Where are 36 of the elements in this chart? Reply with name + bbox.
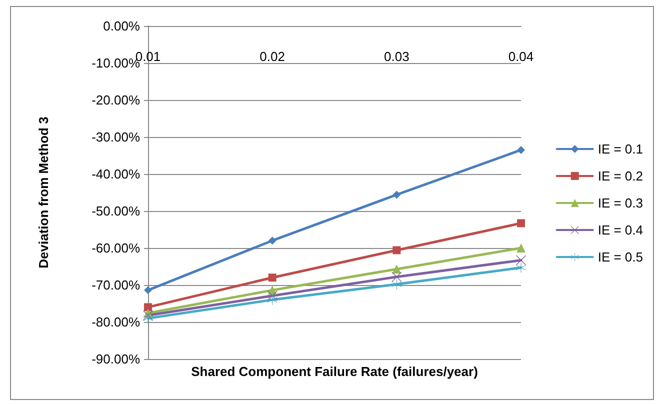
y-tick-label: -30.00%	[92, 130, 140, 144]
legend-label: IE = 0.5	[598, 250, 643, 264]
point	[516, 255, 526, 266]
point	[516, 244, 526, 252]
y-tick-label: -90.00%	[92, 352, 140, 366]
point	[267, 294, 278, 305]
x-tick-label: 0.02	[260, 49, 285, 64]
x-tick-label: 0.03	[384, 49, 410, 64]
point	[392, 190, 401, 199]
point	[392, 264, 402, 274]
y-axis-title: Deviation from Method 3	[36, 116, 51, 268]
legend-label: IE = 0.1	[598, 142, 643, 156]
legend-label: IE = 0.4	[598, 222, 643, 238]
point	[267, 290, 278, 301]
point	[517, 219, 525, 228]
y-tick-label: -60.00%	[92, 240, 140, 256]
x-axis-title: Shared Component Failure Rate (failures/year)	[191, 364, 478, 379]
legend-label: IE = 0.3	[598, 196, 643, 210]
x-tick-label: 0.04	[508, 49, 534, 64]
y-tick-label: 0.00%	[103, 18, 140, 34]
legend-label: IE = 0.2	[598, 168, 643, 184]
point	[392, 272, 402, 282]
point	[392, 279, 402, 290]
point	[392, 246, 401, 254]
y-tick-label: -50.00%	[92, 204, 140, 218]
point	[143, 313, 153, 324]
point	[144, 286, 152, 294]
point	[268, 236, 276, 245]
point	[268, 274, 276, 282]
point	[516, 262, 526, 273]
point	[144, 303, 152, 312]
point	[517, 146, 525, 154]
y-tick-label: -70.00%	[92, 278, 140, 292]
y-tick-label: -20.00%	[92, 92, 140, 108]
y-tick-label: -80.00%	[92, 314, 140, 330]
y-tick-label: -40.00%	[92, 166, 140, 182]
